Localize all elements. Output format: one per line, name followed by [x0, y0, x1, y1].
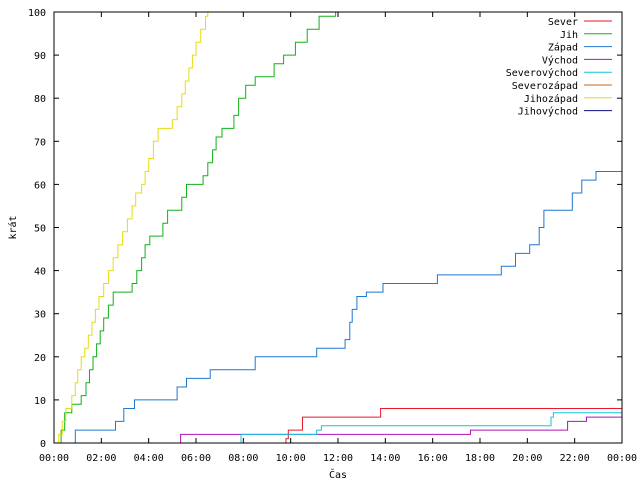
- legend-label: Západ: [548, 42, 578, 54]
- y-tick-label: 90: [34, 51, 46, 62]
- x-tick-label: 00:00: [607, 453, 637, 464]
- x-tick-label: 02:00: [86, 453, 116, 464]
- y-tick-label: 40: [34, 267, 46, 278]
- legend-label: Jihovýchod: [518, 106, 578, 118]
- legend-label: Sever: [548, 17, 578, 28]
- x-tick-label: 08:00: [228, 453, 258, 464]
- x-tick-label: 16:00: [418, 453, 448, 464]
- x-tick-label: 10:00: [276, 453, 306, 464]
- legend-label: Severovýchod: [506, 67, 578, 79]
- x-tick-label: 18:00: [465, 453, 495, 464]
- x-tick-label: 00:00: [39, 453, 69, 464]
- y-tick-label: 0: [40, 439, 46, 450]
- x-tick-label: 20:00: [512, 453, 542, 464]
- y-tick-label: 100: [28, 8, 46, 19]
- x-tick-label: 04:00: [134, 453, 164, 464]
- plot-frame: [53, 11, 623, 444]
- y-tick-label: 10: [34, 396, 46, 407]
- x-tick-label: 12:00: [323, 453, 353, 464]
- y-tick-label: 30: [34, 310, 46, 321]
- series-line-západ: [74, 171, 622, 443]
- legend: Sever JihZápadVýchodSeverovýchodSeverozáp…: [506, 17, 612, 118]
- series-line-severovýchod: [240, 412, 622, 443]
- y-tick-label: 80: [34, 94, 46, 105]
- series-line-sever: [285, 408, 622, 443]
- axis-ticks: 00:00 02:00 04:00 06:00 08:00 10:00 12:00 14:00…: [28, 8, 637, 464]
- x-tick-label: 22:00: [560, 453, 590, 464]
- series-line-jihozápad: [56, 12, 209, 444]
- y-tick-label: 60: [34, 180, 46, 191]
- series-line-jih: [57, 12, 337, 444]
- legend-label: Severozápad: [512, 80, 578, 92]
- x-axis-title: Čas: [329, 468, 347, 480]
- legend-label: Východ: [542, 54, 578, 66]
- legend-label: Jih: [560, 30, 578, 41]
- x-tick-label: 06:00: [181, 453, 211, 464]
- y-tick-label: 70: [34, 137, 46, 148]
- x-tick-label: 14:00: [370, 453, 400, 464]
- legend-label: Jihozápad: [524, 93, 578, 105]
- y-axis-title: krát: [7, 215, 19, 239]
- y-tick-label: 50: [34, 224, 46, 235]
- y-tick-label: 20: [34, 353, 46, 364]
- series-layer: [56, 12, 622, 444]
